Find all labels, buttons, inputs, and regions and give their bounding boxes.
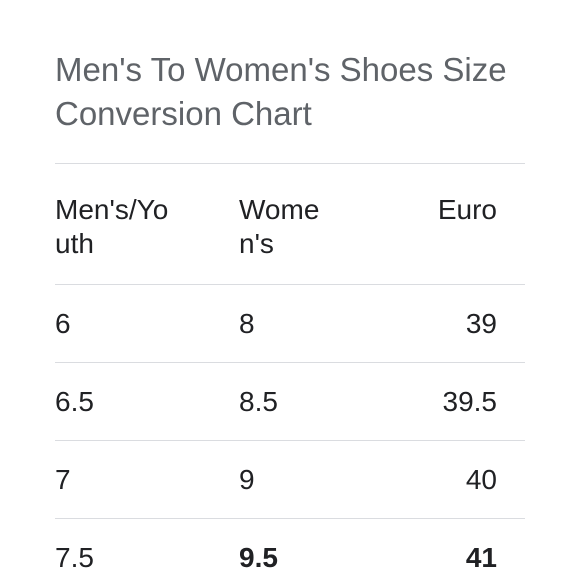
cell-mens-size: 7 <box>55 464 71 495</box>
cell-euro-size: 39 <box>465 308 497 339</box>
cell-womens-size: 9.5 <box>239 542 278 573</box>
row-divider <box>55 518 525 519</box>
cell-euro-size: 41 <box>465 542 497 573</box>
row-divider <box>55 362 525 363</box>
column-header-euro: Euro <box>437 194 497 225</box>
column-header-mens-youth: Men's/Youth <box>55 194 169 259</box>
row-divider <box>55 440 525 441</box>
cell-mens-size: 7.5 <box>55 542 94 573</box>
header-divider-top <box>55 163 525 164</box>
column-header-womens: Women's <box>239 194 320 259</box>
page-title: Men's To Women's Shoes Size Conversion C… <box>55 51 507 132</box>
cell-mens-size: 6.5 <box>55 386 94 417</box>
cell-euro-size: 40 <box>465 464 497 495</box>
cell-womens-size: 9 <box>239 464 255 495</box>
cell-womens-size: 8 <box>239 308 255 339</box>
cell-womens-size: 8.5 <box>239 386 278 417</box>
row-divider <box>55 284 525 285</box>
cell-mens-size: 6 <box>55 308 71 339</box>
cell-euro-size: 39.5 <box>442 386 498 417</box>
